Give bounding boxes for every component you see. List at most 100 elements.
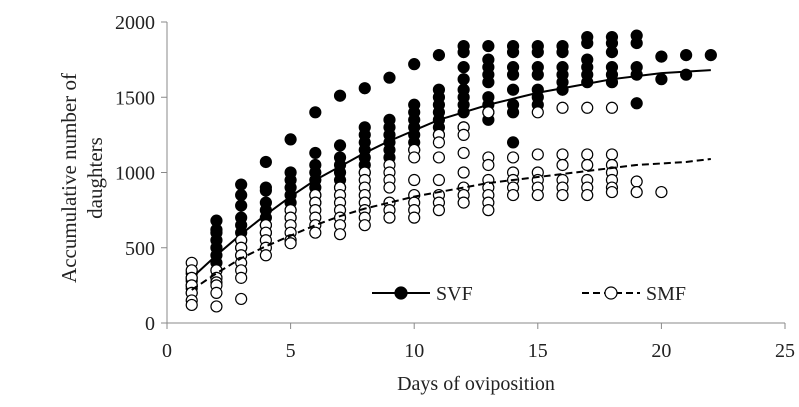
y-tick-label: 0 — [145, 313, 155, 335]
point — [235, 292, 248, 306]
point — [655, 73, 668, 86]
point — [210, 286, 223, 299]
point — [630, 68, 643, 81]
legend-marker — [604, 286, 618, 300]
point — [457, 61, 470, 74]
point — [482, 39, 495, 53]
point — [581, 36, 594, 50]
point — [309, 146, 322, 160]
x-tick-label: 15 — [528, 340, 548, 362]
point — [284, 237, 297, 250]
point — [506, 68, 520, 81]
legend-label: SMF — [646, 283, 686, 305]
point — [309, 226, 322, 239]
point — [605, 185, 619, 199]
point — [432, 136, 446, 149]
point — [185, 298, 198, 312]
point — [235, 188, 248, 202]
point — [457, 45, 470, 59]
point — [235, 199, 248, 212]
point — [259, 155, 272, 169]
point — [259, 249, 272, 262]
point — [680, 49, 693, 62]
point — [605, 101, 619, 114]
point — [457, 73, 470, 86]
point — [556, 148, 569, 161]
point — [235, 271, 248, 284]
point — [556, 158, 569, 172]
point — [531, 106, 544, 119]
point — [333, 89, 347, 102]
point — [358, 82, 371, 95]
point — [408, 173, 421, 187]
point — [506, 106, 520, 119]
x-tick-label: 10 — [404, 340, 424, 362]
point — [506, 45, 520, 59]
point — [531, 188, 544, 202]
point — [383, 181, 396, 194]
point — [358, 219, 371, 232]
y-tick-label: 2000 — [115, 12, 155, 34]
point — [457, 166, 470, 179]
x-tick-label: 25 — [775, 340, 795, 362]
point — [581, 188, 594, 202]
point — [432, 204, 446, 217]
point — [457, 146, 470, 160]
y-tick-label: 1000 — [115, 163, 155, 185]
point — [210, 300, 223, 313]
point — [581, 148, 594, 161]
point — [506, 151, 520, 164]
point — [630, 97, 643, 110]
point — [506, 83, 520, 96]
point — [630, 175, 643, 188]
point — [408, 151, 421, 164]
point — [309, 106, 322, 119]
y-tick-label: 500 — [125, 238, 155, 260]
point — [704, 49, 717, 62]
point — [531, 68, 544, 81]
point — [482, 76, 495, 89]
point — [383, 211, 396, 224]
point — [581, 101, 594, 114]
point — [457, 196, 470, 209]
point — [630, 36, 643, 50]
point — [408, 58, 421, 71]
point — [482, 204, 495, 217]
point — [556, 101, 569, 114]
fit-line — [191, 69, 711, 279]
point — [655, 50, 668, 63]
point — [432, 49, 446, 62]
point — [482, 106, 495, 119]
point — [630, 185, 643, 199]
point — [235, 178, 248, 191]
legend-label: SVF — [436, 283, 473, 305]
legend-marker — [394, 286, 408, 300]
point — [605, 148, 619, 161]
x-tick-label: 20 — [651, 340, 671, 362]
point — [408, 211, 421, 224]
point — [506, 188, 520, 202]
point — [284, 133, 297, 146]
point — [259, 184, 272, 197]
point — [531, 45, 544, 59]
point — [432, 151, 446, 164]
point — [333, 228, 347, 241]
point — [457, 128, 470, 141]
fit-line — [191, 157, 711, 291]
point — [383, 71, 396, 84]
y-axis-label: Accumulative number of daughters — [57, 73, 107, 283]
x-axis-label: Days of oviposition — [397, 373, 555, 395]
point — [581, 158, 594, 172]
point — [333, 139, 347, 152]
point — [432, 173, 446, 187]
point — [506, 136, 520, 149]
point — [556, 45, 569, 59]
point — [556, 188, 569, 202]
point — [210, 223, 223, 236]
x-tick-label: 0 — [162, 340, 172, 362]
x-tick-label: 5 — [286, 340, 296, 362]
y-tick-label: 1500 — [115, 87, 155, 109]
point — [605, 45, 619, 59]
